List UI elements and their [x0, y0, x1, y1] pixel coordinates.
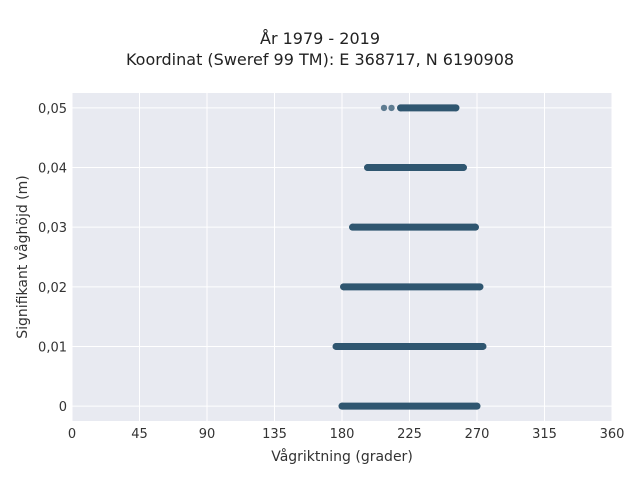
y-tick-label: 0,05: [38, 102, 67, 117]
data-point: [452, 104, 460, 112]
data-point: [460, 164, 467, 172]
x-tick-label: 135: [262, 427, 287, 442]
data-point-band: [340, 283, 483, 291]
x-tick-label: 270: [465, 427, 490, 442]
data-point: [476, 283, 484, 291]
data-point: [332, 342, 340, 350]
data-point: [364, 164, 371, 172]
data-point-band: [397, 104, 459, 112]
data-band-3: [349, 223, 479, 231]
y-tick-label: 0,01: [38, 340, 67, 355]
y-tick-label: 0,04: [38, 162, 67, 177]
x-tick-label: 225: [397, 427, 422, 442]
chart-title-line2: Koordinat (Sweref 99 TM): E 368717, N 61…: [125, 50, 515, 69]
data-point: [473, 402, 481, 410]
chart-title-line1: År 1979 - 2019: [260, 29, 380, 48]
grid-lines: [71, 93, 613, 421]
y-axis-label: Signifikant våghöjd (m): [14, 175, 31, 338]
y-tick-label: 0,03: [38, 221, 67, 236]
data-point-band: [333, 342, 486, 350]
x-axis-label: Vågriktning (grader): [271, 448, 413, 465]
data-point: [380, 104, 388, 112]
x-tick-label: 360: [600, 427, 625, 442]
x-tick-label: 90: [199, 427, 216, 442]
data-point: [472, 223, 479, 231]
x-tick-label: 180: [330, 427, 355, 442]
data-point-band: [364, 164, 467, 172]
data-point-band: [339, 402, 480, 410]
data-band-1: [332, 342, 487, 350]
x-tick-label: 0: [68, 427, 76, 442]
y-axis-ticks: 0 0,01 0,02 0,03 0,04 0,05: [38, 102, 67, 415]
data-point: [397, 104, 404, 112]
y-tick-label: 0,02: [38, 281, 67, 296]
y-tick-label: 0: [59, 400, 67, 415]
data-band-4: [364, 164, 467, 172]
data-point: [479, 342, 487, 350]
data-point-band: [349, 223, 479, 231]
x-axis-ticks: 0 45 90 135 180 225 270 315 360: [68, 427, 625, 442]
data-point: [340, 283, 347, 291]
x-tick-label: 45: [131, 427, 148, 442]
data-point: [349, 223, 356, 231]
data-band-0: [338, 402, 481, 410]
data-band-2: [340, 283, 484, 291]
data-point: [388, 104, 395, 112]
data-band-5: [380, 104, 460, 112]
data-points: [332, 104, 487, 410]
x-tick-label: 315: [532, 427, 557, 442]
data-point: [338, 402, 346, 410]
